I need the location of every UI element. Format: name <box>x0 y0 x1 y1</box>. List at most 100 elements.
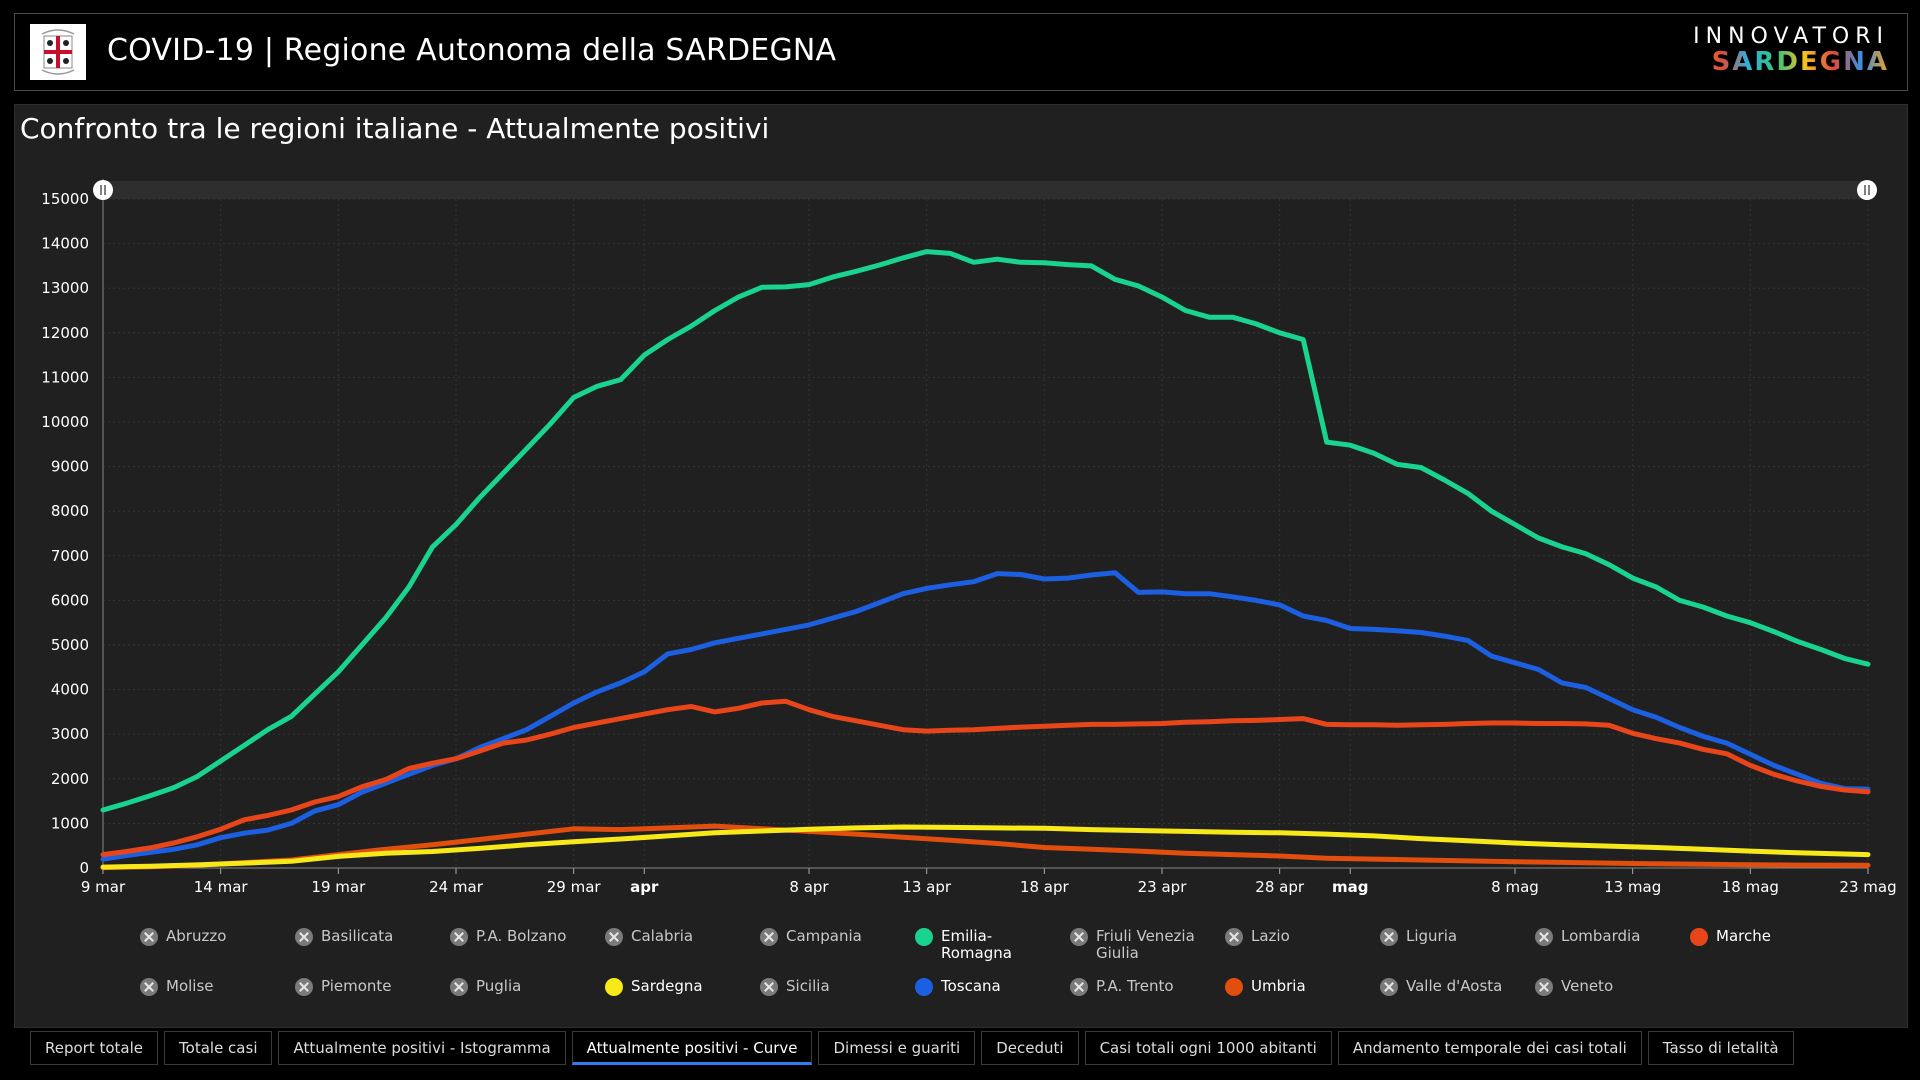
legend-disabled-icon <box>295 928 313 946</box>
legend-disabled-icon <box>1070 928 1088 946</box>
y-tick-label: 9000 <box>51 458 89 476</box>
legend-item[interactable]: Piemonte <box>295 978 431 996</box>
legend-item[interactable]: Emilia-Romagna <box>915 928 1051 962</box>
legend-label: Sardegna <box>631 977 703 995</box>
legend-item[interactable]: Marche <box>1690 928 1826 946</box>
chart-legend: Abruzzo Basilicata P.A. Bolzano Calabria Cam… <box>140 928 1900 1028</box>
legend-item[interactable]: Veneto <box>1535 978 1671 996</box>
series-line-umbria <box>100 823 1871 871</box>
legend-disabled-icon <box>1380 928 1398 946</box>
legend-disabled-icon <box>140 928 158 946</box>
series-line-sardegna <box>100 824 1871 870</box>
region-logo <box>30 24 86 80</box>
x-tick-label: 9 mar <box>81 878 126 896</box>
brand-logo[interactable]: INNOVATORI SARDEGNA <box>1693 24 1889 77</box>
y-tick-label: 7000 <box>51 547 89 565</box>
legend-item[interactable]: Umbria <box>1225 978 1361 996</box>
app-header: COVID-19 | Regione Autonoma della SARDEG… <box>14 13 1908 91</box>
legend-label: Veneto <box>1561 977 1614 995</box>
x-tick-label: 28 apr <box>1255 878 1305 896</box>
legend-disabled-icon <box>450 928 468 946</box>
legend-item[interactable]: Liguria <box>1380 928 1516 946</box>
legend-item[interactable]: Friuli Venezia Giulia <box>1070 928 1206 962</box>
legend-item[interactable]: Calabria <box>605 928 741 946</box>
legend-item[interactable]: Sardegna <box>605 978 741 996</box>
y-tick-label: 0 <box>79 859 89 877</box>
x-tick-label: 8 mag <box>1491 878 1539 896</box>
legend-label: Sicilia <box>786 977 830 995</box>
x-tick-label: 13 apr <box>902 878 952 896</box>
y-tick-label: 8000 <box>51 502 89 520</box>
legend-item[interactable]: Valle d'Aosta <box>1380 978 1516 996</box>
legend-label: Puglia <box>476 977 522 995</box>
legend-item[interactable]: Molise <box>140 978 276 996</box>
tab-tasso-di-letalit[interactable]: Tasso di letalità <box>1647 1031 1794 1065</box>
range-handle-end[interactable] <box>1857 180 1877 200</box>
legend-disabled-icon <box>450 978 468 996</box>
legend-label: Umbria <box>1251 977 1306 995</box>
x-tick-label: mag <box>1332 878 1369 896</box>
x-tick-label: 23 mag <box>1839 878 1896 896</box>
chart-panel-title: Confronto tra le regioni italiane - Attu… <box>20 112 770 145</box>
legend-disabled-icon <box>605 928 623 946</box>
legend-item[interactable]: Sicilia <box>760 978 896 996</box>
legend-item[interactable]: Abruzzo <box>140 928 276 946</box>
legend-label: Valle d'Aosta <box>1406 977 1503 995</box>
tab-attualmente-positivi-curve[interactable]: Attualmente positivi - Curve <box>571 1031 813 1065</box>
legend-label: Marche <box>1716 927 1771 945</box>
y-tick-label: 13000 <box>41 279 89 297</box>
legend-item[interactable]: Puglia <box>450 978 586 996</box>
tab-dimessi-e-guariti[interactable]: Dimessi e guariti <box>818 1031 976 1065</box>
tab-report-totale[interactable]: Report totale <box>30 1031 159 1065</box>
legend-label: Molise <box>166 977 214 995</box>
y-tick-label: 10000 <box>41 413 89 431</box>
x-tick-label: 18 apr <box>1020 878 1070 896</box>
legend-label: P.A. Bolzano <box>476 927 567 945</box>
x-tick-label: 23 apr <box>1138 878 1188 896</box>
legend-disabled-icon <box>760 928 778 946</box>
tab-totale-casi[interactable]: Totale casi <box>164 1031 273 1065</box>
legend-label: Campania <box>786 927 862 945</box>
series-line-emilia-romagna <box>100 249 1871 813</box>
legend-item[interactable]: Basilicata <box>295 928 431 946</box>
tab-bar: Report totale Totale casi Attualmente posi… <box>30 1031 1800 1065</box>
x-tick-label: 29 mar <box>547 878 602 896</box>
legend-swatch-icon <box>1690 928 1708 946</box>
tab-andamento-temporale-dei-casi-totali[interactable]: Andamento temporale dei casi totali <box>1337 1031 1642 1065</box>
legend-label: Emilia-Romagna <box>941 927 1012 962</box>
x-tick-label: 14 mar <box>194 878 249 896</box>
brand-top-text: INNOVATORI <box>1693 24 1889 49</box>
legend-label: Lombardia <box>1561 927 1641 945</box>
legend-label: Calabria <box>631 927 694 945</box>
x-tick-label: 8 apr <box>789 878 829 896</box>
legend-swatch-icon <box>1225 978 1243 996</box>
tab-attualmente-positivi-istogramma[interactable]: Attualmente positivi - Istogramma <box>278 1031 566 1065</box>
legend-item[interactable]: P.A. Bolzano <box>450 928 586 946</box>
tab-deceduti[interactable]: Deceduti <box>981 1031 1079 1065</box>
range-slider-track <box>103 181 1868 199</box>
legend-label: Liguria <box>1406 927 1458 945</box>
legend-disabled-icon <box>140 978 158 996</box>
legend-label: Lazio <box>1251 927 1290 945</box>
y-tick-label: 11000 <box>41 368 89 386</box>
legend-swatch-icon <box>915 978 933 996</box>
legend-item[interactable]: Campania <box>760 928 896 946</box>
legend-label: Friuli Venezia Giulia <box>1096 927 1195 962</box>
brand-bottom-text: SARDEGNA <box>1693 47 1889 77</box>
series-line-toscana <box>100 570 1871 862</box>
legend-swatch-icon <box>915 928 933 946</box>
legend-item[interactable]: Lazio <box>1225 928 1361 946</box>
legend-disabled-icon <box>1380 978 1398 996</box>
tab-casi-totali-ogni-1000-abitanti[interactable]: Casi totali ogni 1000 abitanti <box>1084 1031 1332 1065</box>
range-handle-start[interactable] <box>93 180 113 200</box>
legend-item[interactable]: Lombardia <box>1535 928 1671 946</box>
legend-disabled-icon <box>1225 928 1243 946</box>
y-tick-label: 2000 <box>51 770 89 788</box>
legend-item[interactable]: Toscana <box>915 978 1051 996</box>
legend-disabled-icon <box>760 978 778 996</box>
legend-item[interactable]: P.A. Trento <box>1070 978 1206 996</box>
y-tick-label: 12000 <box>41 324 89 342</box>
y-tick-label: 14000 <box>41 235 89 253</box>
x-tick-label: 19 mar <box>311 878 366 896</box>
